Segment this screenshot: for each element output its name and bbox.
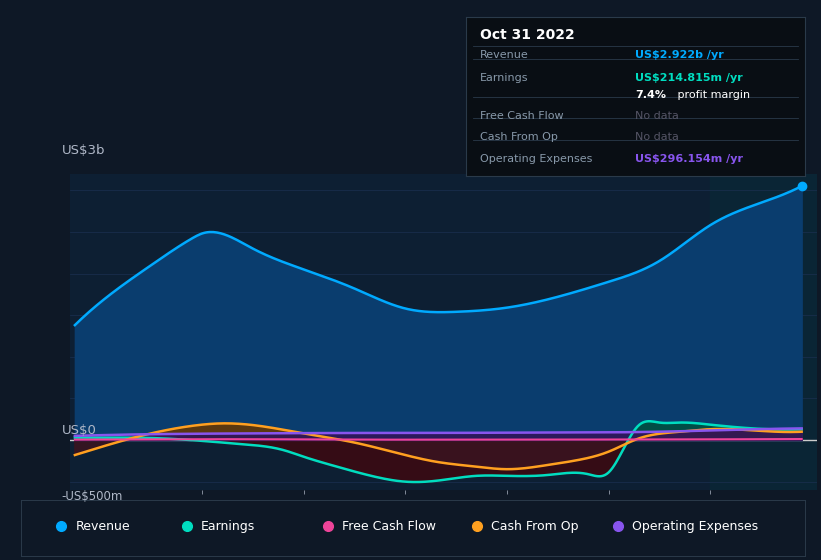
Text: Operating Expenses: Operating Expenses <box>479 154 592 164</box>
Text: Free Cash Flow: Free Cash Flow <box>342 520 436 533</box>
Text: No data: No data <box>635 132 679 142</box>
Text: Oct 31 2022: Oct 31 2022 <box>479 28 575 42</box>
Text: Earnings: Earnings <box>201 520 255 533</box>
Text: Cash From Op: Cash From Op <box>491 520 579 533</box>
Text: Cash From Op: Cash From Op <box>479 132 557 142</box>
Text: US$0: US$0 <box>62 424 96 437</box>
Text: Operating Expenses: Operating Expenses <box>632 520 759 533</box>
Text: US$2.922b /yr: US$2.922b /yr <box>635 50 724 60</box>
Text: Revenue: Revenue <box>76 520 130 533</box>
Text: -US$500m: -US$500m <box>62 490 123 503</box>
Text: 7.4%: 7.4% <box>635 90 667 100</box>
Text: Free Cash Flow: Free Cash Flow <box>479 111 563 121</box>
Bar <box>710 174 817 490</box>
Text: US$214.815m /yr: US$214.815m /yr <box>635 73 743 83</box>
Text: No data: No data <box>635 111 679 121</box>
Text: US$296.154m /yr: US$296.154m /yr <box>635 154 744 164</box>
Text: US$3b: US$3b <box>62 144 105 157</box>
Text: Earnings: Earnings <box>479 73 529 83</box>
Text: profit margin: profit margin <box>674 90 750 100</box>
Text: Revenue: Revenue <box>479 50 529 60</box>
